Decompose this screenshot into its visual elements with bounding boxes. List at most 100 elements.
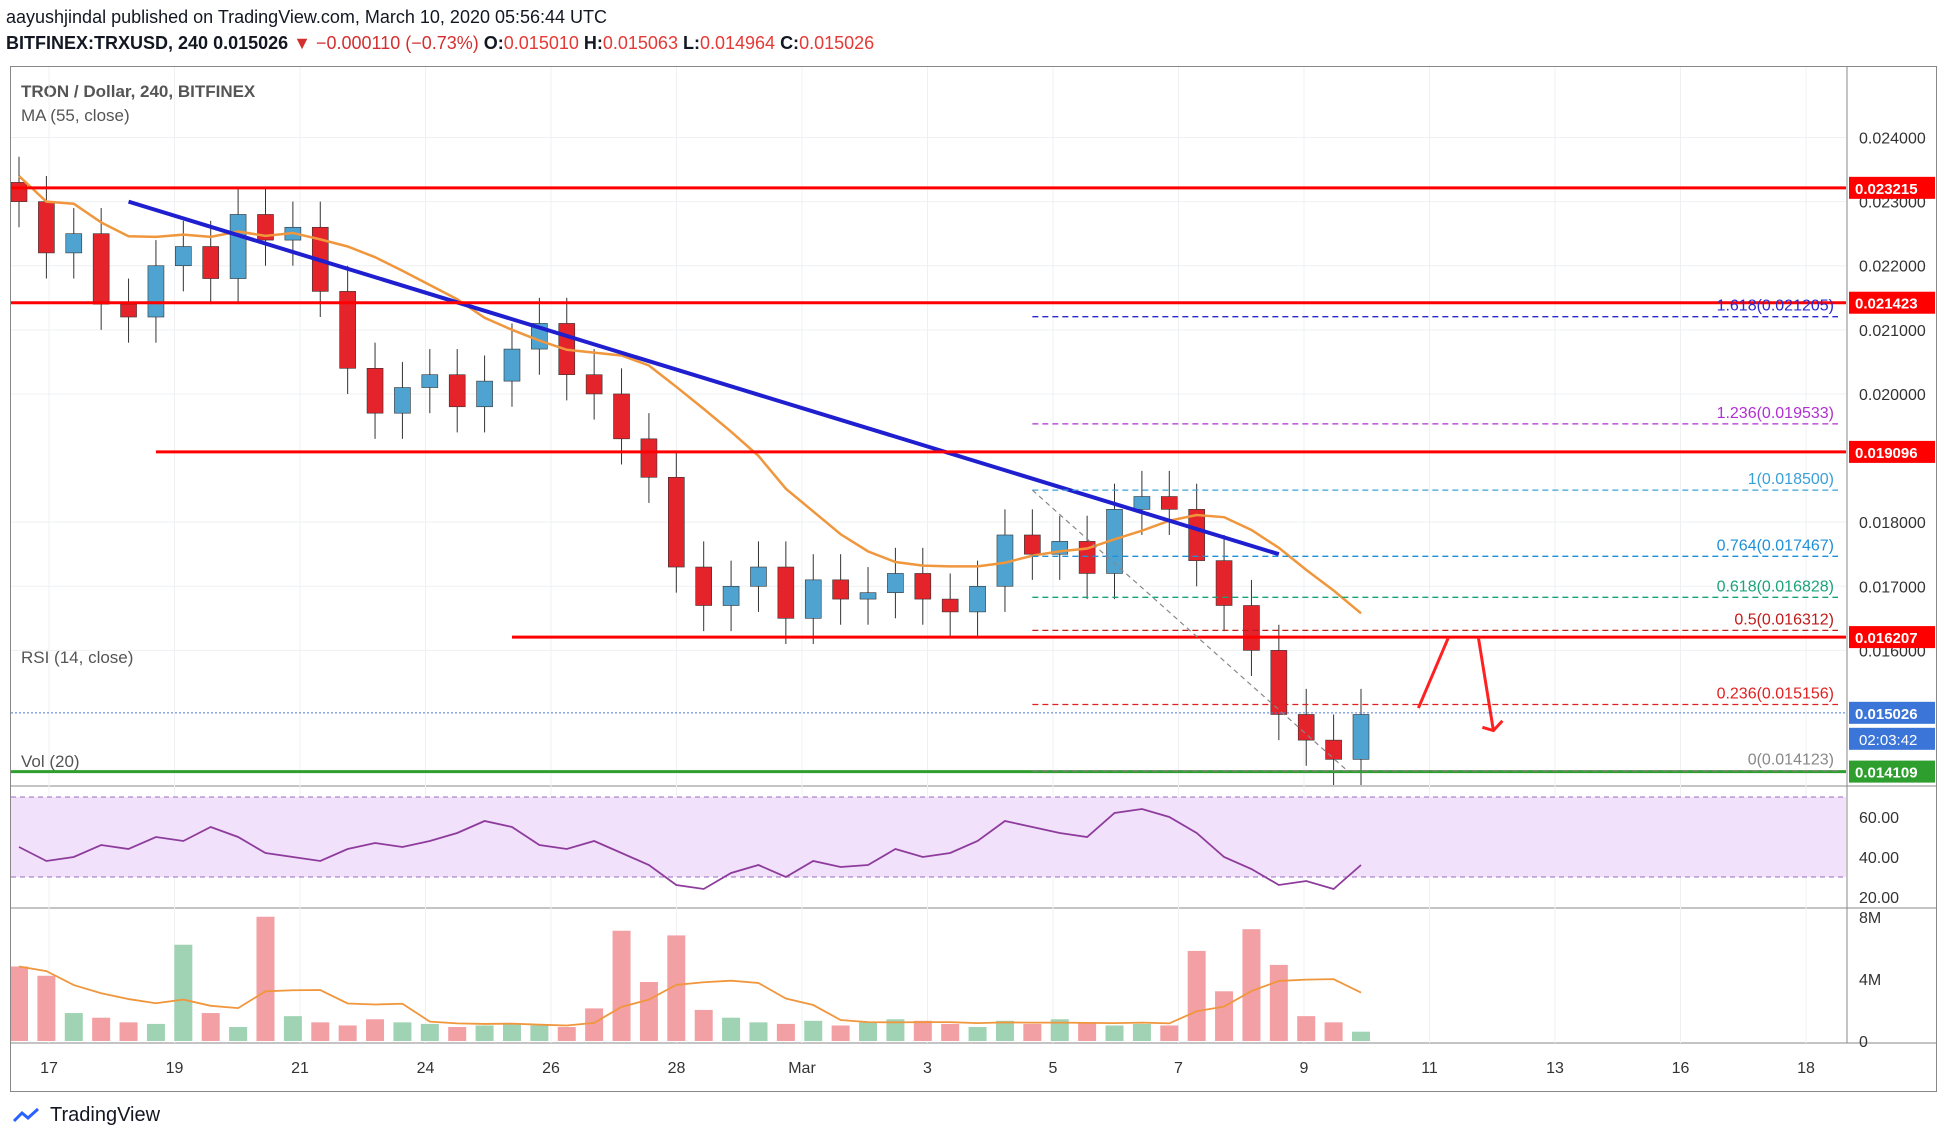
volume-bar (557, 1027, 576, 1041)
volume-bar (968, 1027, 987, 1041)
volume-bar (1160, 1025, 1179, 1041)
candle-body (1160, 496, 1178, 510)
tradingview-logo-icon (12, 1107, 40, 1122)
y-tick-label: 0.017000 (1859, 579, 1926, 596)
close-value: 0.015026 (799, 33, 875, 53)
volume-bar (1078, 1022, 1097, 1041)
volume-bar (1187, 950, 1206, 1041)
candle-body (1215, 560, 1233, 606)
volume-bar (92, 1017, 111, 1041)
volume-bar (502, 1023, 521, 1041)
candle-body (1325, 739, 1342, 760)
volume-bar (694, 1009, 713, 1041)
x-tick-label: 7 (1174, 1060, 1183, 1077)
fib-level-label: 1.236(0.019533) (1717, 405, 1834, 422)
volume-bar (311, 1022, 330, 1041)
price-label-text: 0.021423 (1855, 296, 1918, 313)
x-tick-label: 9 (1300, 1060, 1309, 1077)
candle-body (448, 374, 466, 408)
candle-body (120, 303, 137, 318)
volume-bar (1132, 1023, 1151, 1041)
close-label: C: (780, 33, 800, 53)
chart-header: aayushjindal published on TradingView.co… (6, 4, 874, 56)
volume-legend: Vol (20) (21, 752, 80, 771)
volume-bar (639, 981, 658, 1041)
fib-level-label: 1(0.018500) (1748, 471, 1834, 488)
price-label-tag (1849, 291, 1935, 314)
candle-body (969, 585, 986, 613)
candle-body (887, 573, 904, 593)
projection-down-arrow (1476, 637, 1495, 731)
volume-bar (1269, 964, 1288, 1041)
x-tick-label: 26 (542, 1060, 560, 1077)
volume-ma-line (18, 965, 1362, 1027)
volume-bar (941, 1023, 960, 1041)
symbol: BITFINEX:TRXUSD, 240 (6, 33, 209, 53)
chart-title: TRON / Dollar, 240, BITFINEX (21, 82, 256, 101)
candle-body (11, 182, 28, 202)
volume-bar (256, 916, 275, 1041)
last-price: 0.015026 (213, 33, 289, 53)
rsi-tick-label: 20.00 (1859, 890, 1899, 907)
candle-body (804, 579, 822, 619)
volume-bar (229, 1027, 248, 1041)
volume-bar (420, 1023, 439, 1041)
candle-body (859, 592, 877, 600)
low-label: L: (682, 33, 700, 53)
x-tick-label: 5 (1049, 1060, 1058, 1077)
candle-body (668, 476, 685, 568)
price-label-tag (1849, 440, 1935, 463)
volume-bars-group (11, 916, 1370, 1041)
candle-body (38, 201, 55, 254)
x-tick-label: 28 (668, 1060, 686, 1077)
fib-level-label: 0.618(0.016828) (1717, 578, 1834, 595)
rsi-tick-label: 60.00 (1859, 810, 1899, 827)
fib-level-label: 0.764(0.017467) (1717, 537, 1834, 554)
rsi-tick-label: 40.00 (1859, 850, 1899, 867)
candle-body (92, 233, 110, 305)
volume-bar (393, 1022, 412, 1041)
publish-info: aayushjindal published on TradingView.co… (6, 7, 608, 27)
y-tick-label: 0.018000 (1859, 515, 1926, 532)
x-tick-label: 11 (1421, 1060, 1438, 1077)
ma-legend: MA (55, close) (21, 106, 130, 125)
x-tick-label: Mar (788, 1060, 816, 1077)
candle-body (941, 598, 959, 613)
volume-bar (283, 1016, 302, 1041)
volume-bar (804, 1020, 823, 1041)
fib-level-label: 1.618(0.021205) (1717, 298, 1834, 315)
candle-body (476, 380, 493, 408)
arrow-head (1481, 719, 1504, 733)
candle-body (777, 566, 795, 619)
moving-average-line (18, 175, 1362, 615)
x-tick-label: 17 (40, 1060, 58, 1077)
volume-bar (11, 966, 28, 1041)
candle-body (640, 438, 658, 478)
descending-trendline (127, 199, 1280, 557)
candle-body (1243, 605, 1260, 651)
price-label-tag (1849, 176, 1935, 199)
x-tick-label: 3 (923, 1060, 932, 1077)
volume-bar (995, 1020, 1014, 1041)
rsi-line (18, 808, 1362, 891)
x-tick-label: 13 (1546, 1060, 1564, 1077)
candle-body (750, 566, 767, 587)
candle-body (175, 246, 192, 267)
volume-bar (174, 944, 193, 1041)
volume-bar (1215, 991, 1234, 1041)
y-tick-label: 0.020000 (1859, 387, 1926, 404)
countdown-text: 02:03:42 (1859, 732, 1917, 749)
fib-level-label: 0.5(0.016312) (1734, 611, 1834, 628)
chart-frame[interactable]: TRON / Dollar, 240, BITFINEX MA (55, clo… (10, 66, 1937, 1092)
price-label-text: 0.015026 (1855, 706, 1918, 723)
volume-bar (1050, 1019, 1069, 1041)
volume-bar (201, 1013, 220, 1041)
fib-level-label: 0.236(0.015156) (1717, 685, 1834, 702)
candle-body (65, 233, 83, 254)
volume-bar (749, 1022, 768, 1041)
volume-bar (776, 1023, 795, 1041)
price-label-text: 0.014109 (1855, 765, 1918, 782)
volume-bar (886, 1019, 905, 1041)
candle-body (613, 393, 630, 440)
chart-canvas[interactable]: TRON / Dollar, 240, BITFINEX MA (55, clo… (11, 67, 1936, 1091)
